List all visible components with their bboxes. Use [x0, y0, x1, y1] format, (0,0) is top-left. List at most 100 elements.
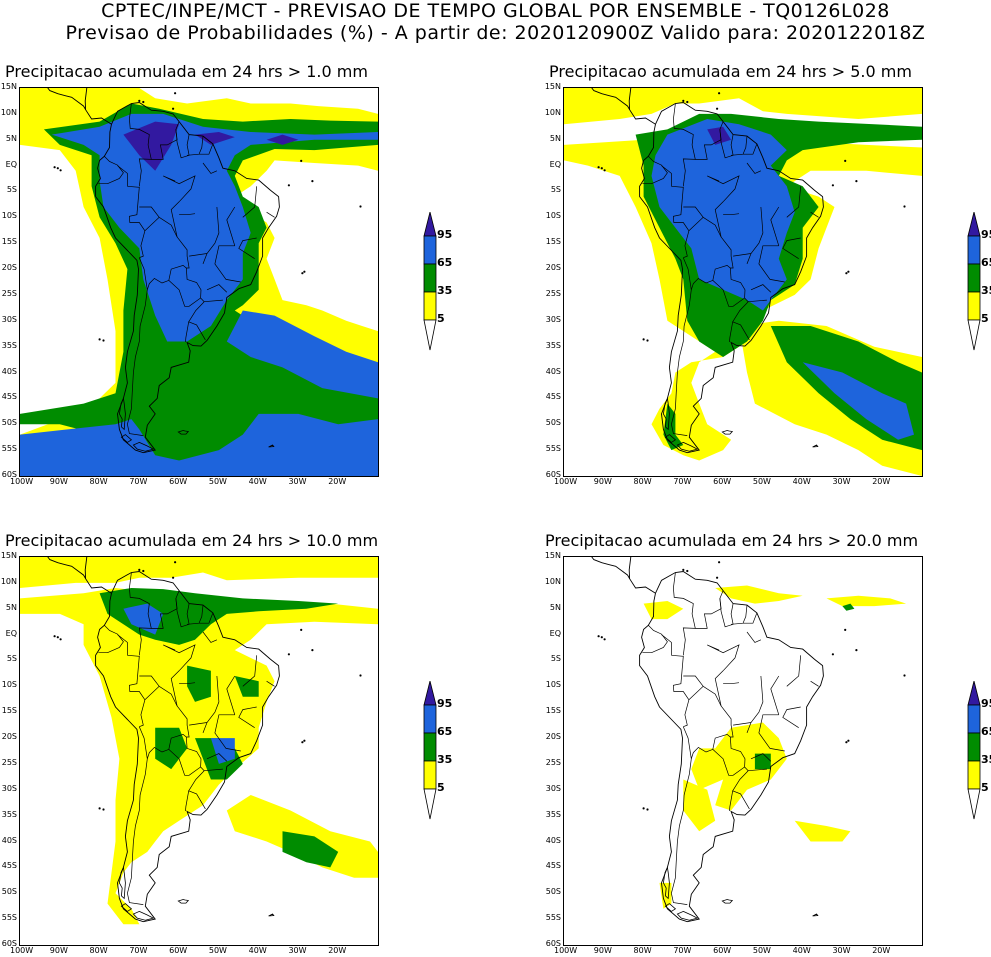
probability-contour-c95 [266, 134, 299, 145]
lon-label: 100W [10, 946, 34, 955]
probability-contour-c65 [210, 738, 235, 764]
colorbar-label: 65 [981, 725, 991, 738]
lat-label: 30S [545, 314, 561, 324]
lon-label: 70W [673, 477, 692, 486]
probability-contour-c35 [663, 403, 684, 451]
map-canvas [564, 88, 922, 476]
country-border [782, 706, 801, 728]
country-border [188, 766, 206, 810]
country-border [712, 267, 746, 307]
island-outline [812, 913, 819, 917]
island-outline [662, 866, 670, 900]
small-island [855, 180, 858, 183]
colorbar-top-arrow [967, 211, 981, 237]
lon-label: 90W [49, 946, 68, 955]
lon-label: 20W [872, 946, 891, 955]
lon-label: 80W [633, 477, 652, 486]
small-island [642, 807, 645, 810]
small-island [359, 674, 362, 677]
country-border [202, 162, 218, 174]
country-border [204, 768, 223, 772]
lat-label: 40S [1, 835, 17, 845]
country-border [719, 598, 734, 628]
lat-label: 15N [544, 82, 561, 91]
country-border [199, 143, 214, 155]
lon-label: 90W [593, 477, 612, 486]
lon-label: 60W [169, 477, 188, 486]
island-outline [118, 866, 126, 900]
lat-label: 20S [1, 732, 17, 742]
probability-contour-c35 [99, 588, 339, 645]
central-america-coastline [591, 88, 656, 125]
lat-label: 35S [1, 340, 17, 350]
lat-label: 5N [5, 133, 17, 143]
country-border [729, 321, 734, 343]
small-island [847, 739, 850, 742]
south-america-coastline [95, 571, 280, 923]
country-border [748, 768, 767, 772]
lat-label: 10S [545, 211, 561, 221]
country-border [723, 682, 740, 685]
probability-contour-c5 [715, 722, 787, 811]
lat-label: 30S [1, 783, 17, 793]
probability-contour-c35 [187, 665, 211, 702]
probability-contour-c5 [20, 557, 378, 588]
country-border [719, 129, 734, 159]
colorbar-label: 95 [437, 228, 453, 241]
country-border [770, 675, 780, 715]
country-border [661, 634, 672, 656]
country-border [202, 206, 220, 265]
lat-label: 50S [1, 887, 17, 897]
country-border [714, 670, 724, 707]
country-border [683, 699, 690, 728]
lat-label: 35S [545, 340, 561, 350]
island-outline [721, 899, 734, 904]
lat-label: 15N [0, 82, 17, 91]
lat-label: 50S [545, 887, 561, 897]
small-island [56, 167, 59, 170]
island-outline [118, 397, 126, 431]
country-border [732, 766, 750, 810]
lat-label: 5N [5, 602, 17, 612]
small-island [646, 808, 649, 811]
colorbar-bottom-arrow [967, 788, 981, 820]
country-border [746, 631, 762, 643]
island-outline [664, 434, 677, 443]
small-island [174, 561, 177, 564]
lat-label: 10S [545, 680, 561, 690]
probability-contour-c5 [643, 601, 684, 620]
island-outline [132, 441, 155, 452]
country-border [175, 129, 190, 159]
lat-label: 10S [1, 211, 17, 221]
small-island [600, 167, 603, 170]
country-border [661, 165, 672, 187]
colorbar-graphic [423, 680, 437, 820]
country-border [187, 605, 204, 625]
lat-label: 25S [1, 757, 17, 767]
probability-contour-c65 [51, 113, 378, 342]
lon-label: 20W [328, 477, 347, 486]
colorbar-label: 35 [981, 284, 991, 297]
lat-label: EQ [549, 628, 561, 638]
south-america-coastline [639, 571, 824, 923]
lon-label: 80W [89, 946, 108, 955]
colorbar-bottom-arrow [423, 319, 437, 351]
country-border [242, 655, 258, 687]
small-island [603, 169, 606, 172]
small-island [597, 635, 600, 638]
country-border [170, 201, 180, 238]
lon-label: 100W [10, 477, 34, 486]
lon-label: 50W [752, 477, 771, 486]
small-island [646, 339, 649, 342]
country-border [185, 790, 190, 812]
small-island [300, 159, 303, 162]
country-border [179, 682, 196, 685]
country-border [204, 299, 223, 303]
small-island [682, 99, 685, 102]
lat-label: 55S [545, 444, 561, 454]
small-island [138, 99, 141, 102]
central-america-coastline [628, 88, 632, 110]
lat-label: 10N [544, 107, 561, 117]
lon-label: 70W [129, 477, 148, 486]
lat-label: 50S [545, 418, 561, 428]
